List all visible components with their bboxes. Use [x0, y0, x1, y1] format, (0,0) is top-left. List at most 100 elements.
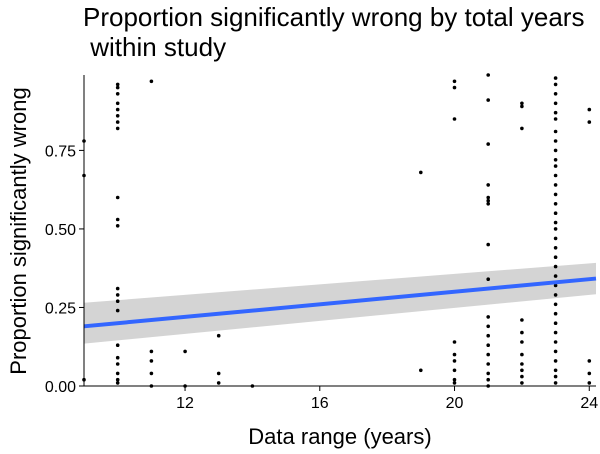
data-point	[115, 101, 120, 106]
data-point	[115, 114, 120, 118]
data-point	[486, 333, 491, 338]
data-point	[553, 293, 558, 297]
data-point	[553, 381, 558, 385]
data-point	[115, 308, 120, 313]
data-point	[553, 183, 558, 187]
data-point	[587, 359, 592, 363]
x-axis-title: Data range (years)	[248, 424, 431, 449]
data-point	[553, 311, 558, 316]
data-point	[553, 110, 558, 115]
data-point	[115, 224, 120, 228]
data-point	[486, 352, 491, 357]
data-point	[587, 371, 592, 376]
data-point	[149, 371, 154, 376]
data-point	[553, 202, 558, 206]
data-point	[452, 381, 457, 385]
x-tick-label: 24	[580, 395, 598, 412]
y-axis-ticks: 0.00 0.25 0.50 0.75	[45, 143, 84, 396]
data-point	[553, 359, 558, 363]
data-point	[149, 79, 154, 84]
data-point	[553, 255, 558, 259]
data-point	[553, 274, 558, 278]
data-point	[115, 92, 120, 96]
data-point	[553, 368, 558, 373]
data-point	[115, 381, 120, 385]
data-point	[553, 330, 558, 335]
data-point	[553, 148, 558, 153]
data-point	[486, 73, 491, 77]
data-point	[216, 381, 221, 385]
data-point	[553, 236, 558, 241]
data-point	[520, 126, 524, 131]
data-point	[486, 202, 491, 206]
data-point	[115, 217, 120, 222]
data-point	[553, 173, 558, 178]
data-point	[553, 129, 558, 134]
data-point	[149, 359, 154, 363]
data-point	[486, 98, 491, 102]
y-tick-label: 0.75	[45, 143, 76, 160]
data-point	[452, 368, 457, 373]
plot-area	[82, 73, 597, 388]
data-point	[553, 246, 558, 250]
data-point	[216, 371, 221, 376]
data-point	[115, 362, 120, 366]
data-point	[553, 158, 558, 162]
data-point	[115, 343, 120, 348]
data-point	[553, 101, 558, 106]
data-point	[115, 286, 120, 291]
data-point	[520, 381, 524, 385]
data-point	[486, 315, 491, 319]
data-point	[520, 104, 524, 109]
data-point	[520, 318, 524, 322]
y-tick-label: 0.00	[45, 379, 76, 396]
chart-title-line1: Proportion significantly wrong by total …	[83, 2, 584, 32]
data-point	[553, 302, 558, 307]
data-point	[553, 349, 558, 354]
data-point	[486, 195, 491, 200]
data-point	[115, 126, 120, 131]
data-point	[553, 211, 558, 215]
data-point	[553, 76, 558, 80]
chart-title-line2: within study	[83, 32, 226, 62]
data-point	[486, 362, 491, 366]
data-point	[452, 359, 457, 363]
data-point	[486, 183, 491, 187]
data-point	[115, 355, 120, 360]
data-point	[520, 374, 524, 379]
y-tick-label: 0.25	[45, 300, 76, 317]
data-point	[216, 333, 221, 338]
data-point	[553, 283, 558, 288]
y-tick-label: 0.50	[45, 222, 76, 239]
data-point	[115, 293, 120, 297]
data-point	[486, 377, 491, 382]
data-point	[486, 343, 491, 348]
data-point	[553, 117, 558, 121]
data-point	[115, 82, 120, 87]
data-point	[520, 101, 524, 106]
data-point	[452, 85, 457, 90]
data-point	[419, 170, 423, 175]
data-point	[553, 264, 558, 269]
data-point	[520, 368, 524, 373]
data-point	[486, 242, 491, 247]
data-point	[553, 227, 558, 231]
data-point	[520, 352, 524, 357]
data-point	[486, 277, 491, 282]
x-tick-label: 16	[311, 395, 329, 412]
data-point	[587, 120, 592, 124]
data-point	[115, 107, 120, 112]
data-point	[553, 192, 558, 197]
data-point	[553, 164, 558, 168]
x-axis-ticks: 12 16 20 24	[176, 386, 598, 412]
data-point	[553, 92, 558, 96]
data-point	[452, 340, 457, 344]
data-point	[149, 349, 154, 354]
data-point	[486, 324, 491, 329]
data-point	[520, 340, 524, 344]
data-point	[520, 330, 524, 335]
data-point	[452, 352, 457, 357]
x-tick-label: 20	[446, 395, 464, 412]
data-point	[486, 142, 491, 146]
